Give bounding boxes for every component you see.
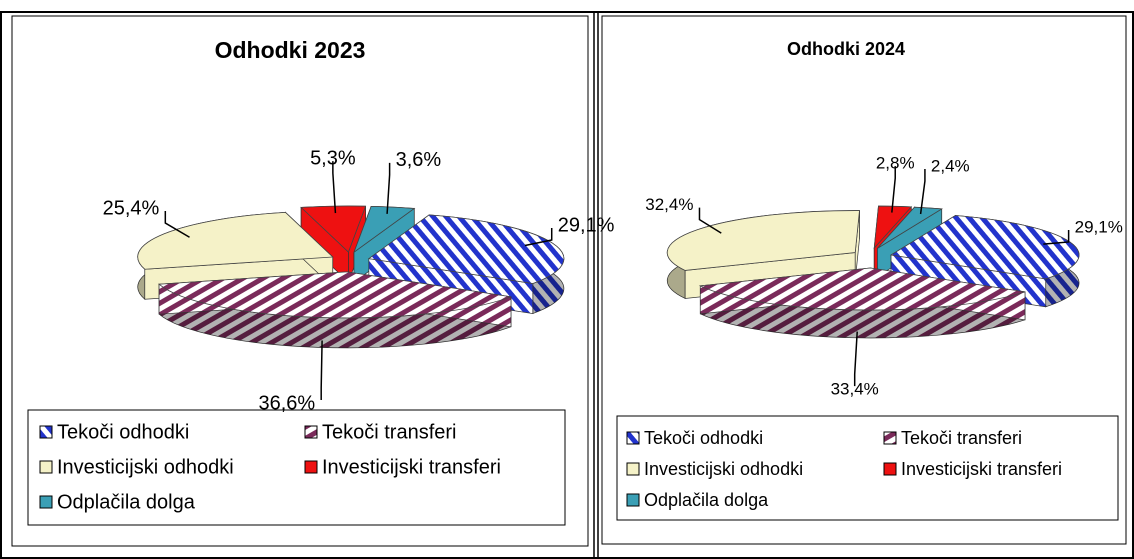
legend-swatch bbox=[883, 431, 897, 445]
pie-slice bbox=[698, 267, 1026, 311]
legend-label: Tekoči odhodki bbox=[57, 421, 189, 443]
data-label: 32,4% bbox=[645, 195, 693, 214]
legend-label: Odplačila dolga bbox=[644, 490, 769, 510]
slice-side-shade bbox=[700, 285, 1026, 338]
data-label: 33,4% bbox=[831, 380, 879, 399]
pie-slice bbox=[137, 211, 334, 270]
legend-label: Investicijski transferi bbox=[322, 456, 501, 478]
data-label: 5,3% bbox=[310, 147, 356, 169]
leader-line bbox=[524, 228, 553, 247]
leader-line bbox=[891, 166, 896, 213]
pie-slice bbox=[367, 214, 565, 284]
legend-box bbox=[616, 415, 1119, 521]
data-label: 29,1% bbox=[558, 214, 615, 236]
legend-label: Tekoči transferi bbox=[901, 428, 1022, 448]
chart-title: Odhodki 2023 bbox=[215, 37, 366, 63]
legend-swatch bbox=[626, 493, 640, 507]
data-label: 25,4% bbox=[103, 197, 160, 219]
chart-frame bbox=[601, 15, 1127, 545]
legend-label: Investicijski odhodki bbox=[57, 456, 234, 478]
legend-swatch bbox=[304, 425, 318, 439]
legend-label: Investicijski odhodki bbox=[644, 459, 803, 479]
pie-slice bbox=[877, 206, 943, 249]
leader-line bbox=[164, 211, 190, 238]
chart-frame bbox=[11, 15, 589, 547]
chart-title: Odhodki 2024 bbox=[787, 39, 905, 59]
data-label: 29,1% bbox=[1075, 217, 1123, 236]
pie-slice bbox=[300, 205, 367, 253]
data-label: 36,6% bbox=[258, 392, 315, 414]
legend-swatch bbox=[304, 460, 318, 474]
legend-swatch bbox=[39, 495, 53, 509]
leader-line bbox=[919, 169, 926, 215]
outer-frame bbox=[0, 11, 1134, 559]
pie-slice bbox=[158, 271, 512, 319]
legend-swatch bbox=[883, 462, 897, 476]
leader-line bbox=[1043, 229, 1070, 245]
legend-box bbox=[27, 409, 566, 526]
leader-line bbox=[320, 340, 323, 401]
legend-label: Investicijski transferi bbox=[901, 459, 1062, 479]
legend-swatch bbox=[626, 462, 640, 476]
leader-line bbox=[332, 161, 337, 214]
slice-side-shade bbox=[159, 284, 511, 348]
data-label: 2,4% bbox=[931, 157, 970, 176]
legend-swatch bbox=[39, 425, 53, 439]
pie-slice bbox=[666, 210, 860, 271]
legend-label: Tekoči odhodki bbox=[644, 428, 763, 448]
leader-line bbox=[853, 331, 858, 387]
legend-label: Odplačila dolga bbox=[57, 491, 196, 513]
leader-line bbox=[386, 162, 391, 214]
data-label: 2,8% bbox=[876, 154, 915, 173]
pie-slice bbox=[873, 205, 913, 250]
legend-swatch bbox=[626, 431, 640, 445]
data-label: 3,6% bbox=[396, 149, 442, 171]
legend-label: Tekoči transferi bbox=[322, 421, 457, 443]
legend-swatch bbox=[39, 460, 53, 474]
leader-line bbox=[698, 207, 722, 234]
pie-slice bbox=[889, 215, 1080, 280]
pie-slice bbox=[353, 205, 416, 254]
